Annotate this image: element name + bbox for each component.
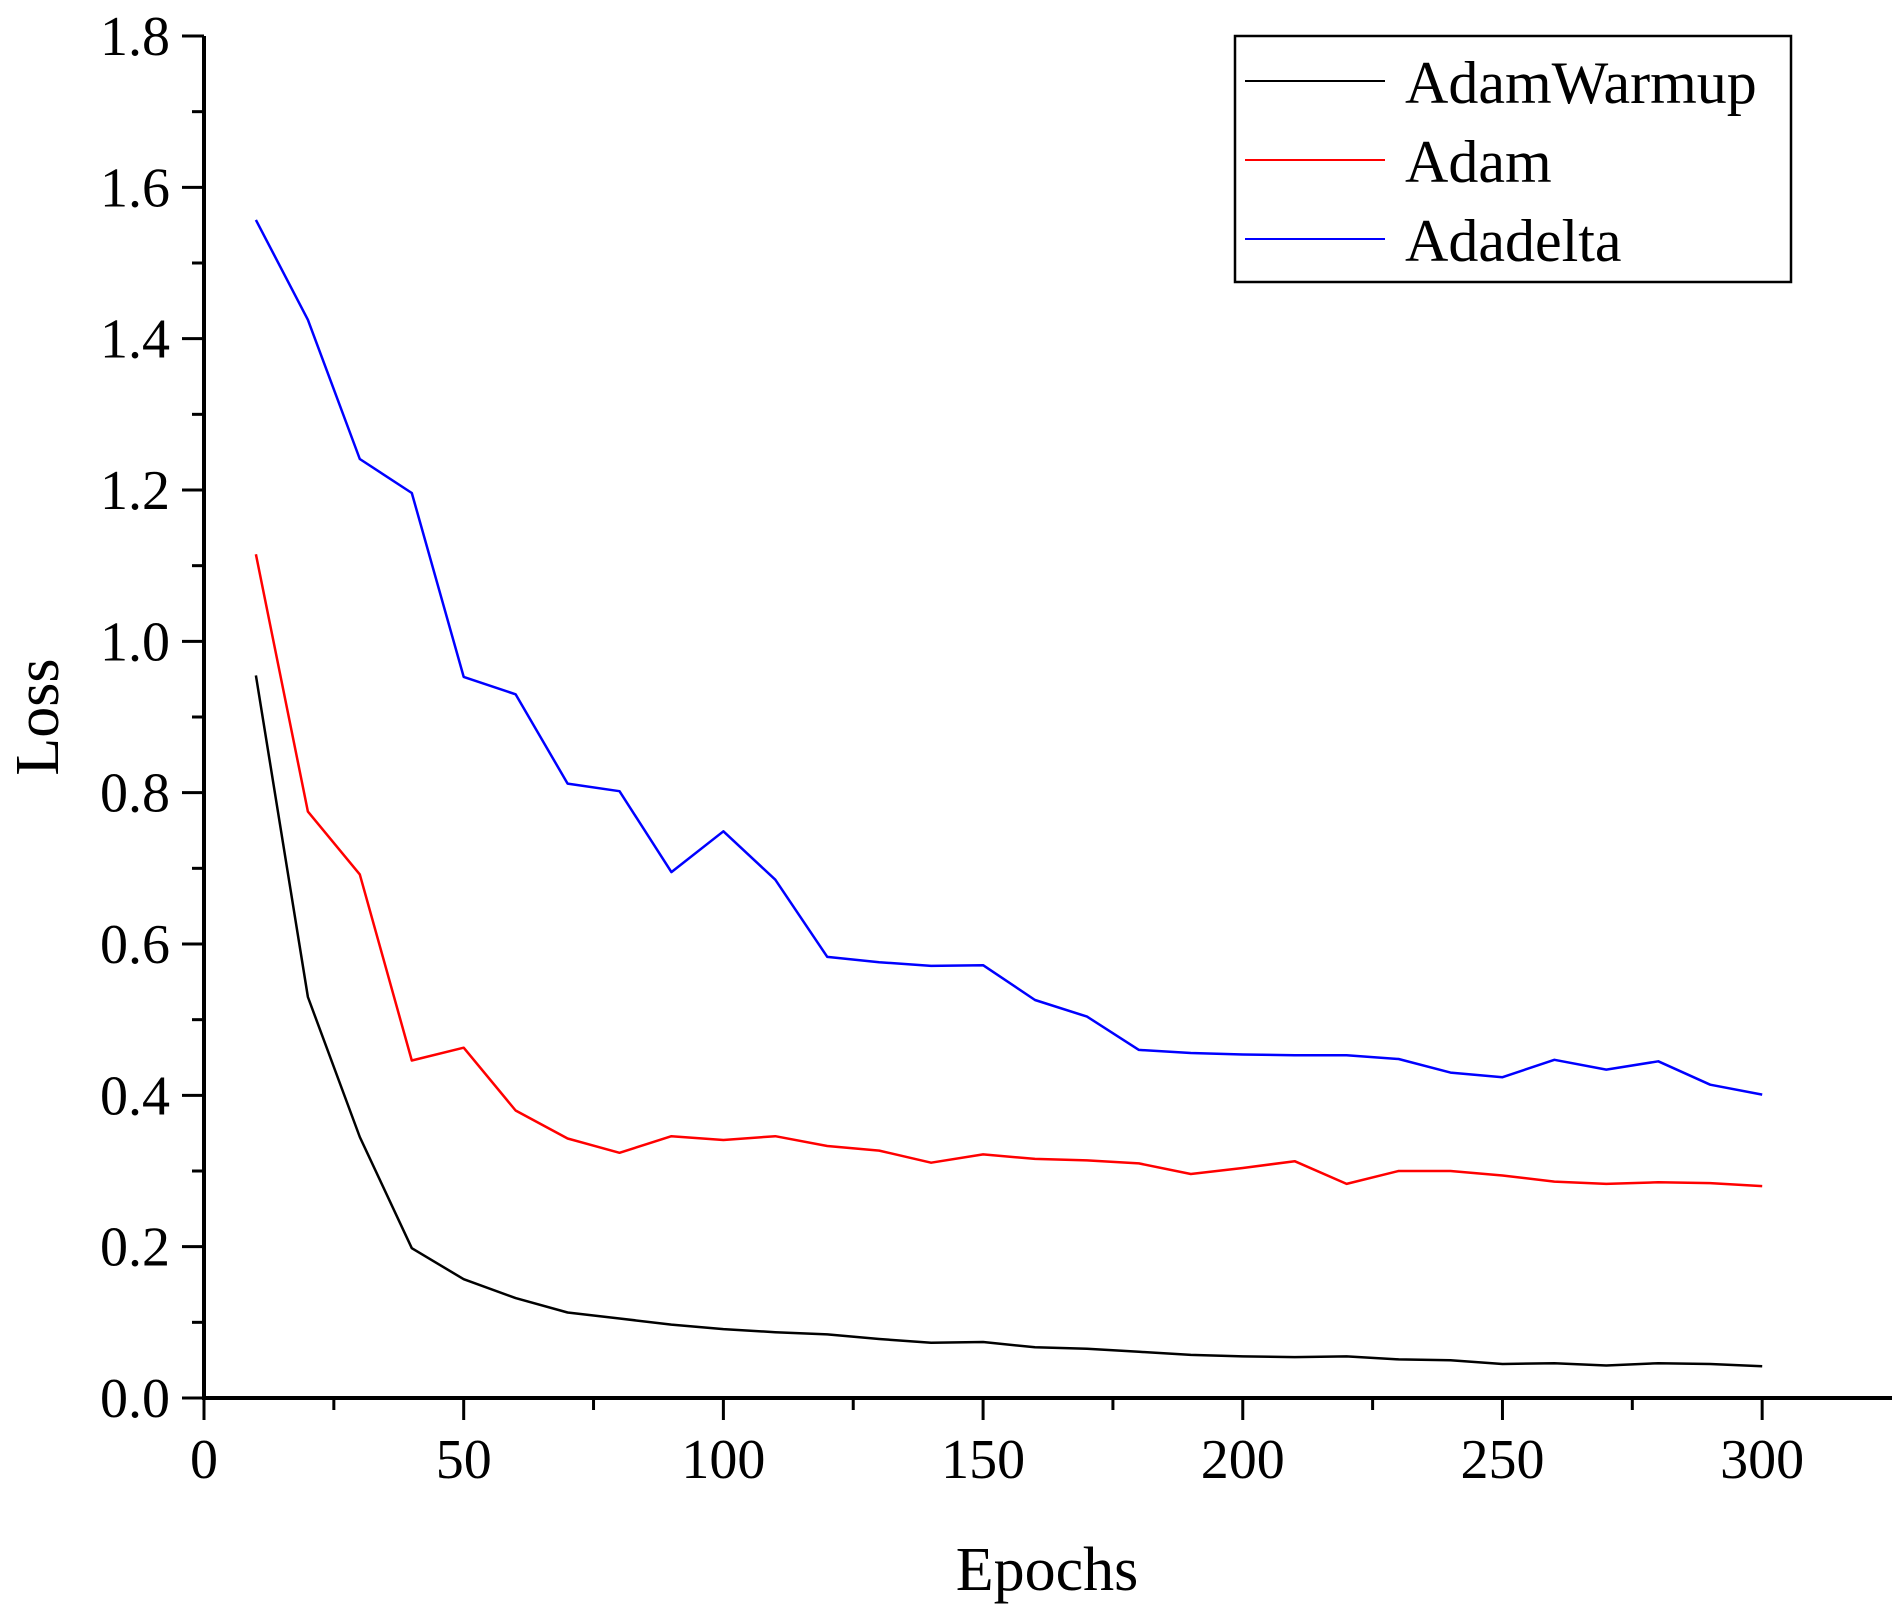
y-tick-label: 0.2 [100,1217,170,1279]
y-tick-label: 0.0 [100,1368,170,1430]
x-axis-title: Epochs [956,1536,1139,1604]
x-tick-label: 300 [1720,1429,1804,1491]
x-tick-label: 100 [681,1429,765,1491]
legend: AdamWarmup Adam Adadelta [1233,34,1793,284]
legend-label-adamwarmup: AdamWarmup [1405,50,1757,116]
y-tick-label: 1.4 [100,309,170,371]
series [254,219,1763,1368]
x-tick-label: 250 [1460,1429,1544,1491]
series-line-adamwarmup [254,675,1763,1368]
x-tick-label: 200 [1201,1429,1285,1491]
y-tick-label: 0.6 [100,914,170,976]
series-line-adam [254,554,1763,1188]
ticks: 0 50 100 150 200 250 300 0.0 0.2 0.4 0.6 0.8 1.0 1.2 1… [100,6,1804,1491]
y-tick-label: 1.6 [100,157,170,219]
legend-label-adam: Adam [1405,129,1552,195]
y-tick-label: 1.2 [100,460,170,522]
x-tick-label: 50 [436,1429,492,1491]
y-tick-label: 0.8 [100,763,170,825]
y-tick-label: 1.0 [100,611,170,673]
y-tick-label: 1.8 [100,6,170,68]
x-tick-label: 150 [941,1429,1025,1491]
x-tick-label: 0 [190,1429,218,1491]
y-tick-label: 0.4 [100,1065,170,1127]
legend-label-adadelta: Adadelta [1405,208,1622,274]
y-axis-title: Loss [4,658,72,775]
series-line-adadelta [254,219,1763,1096]
